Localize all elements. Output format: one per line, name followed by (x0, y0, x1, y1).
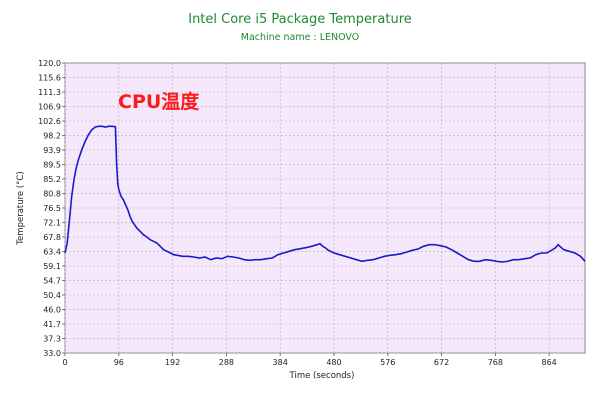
x-axis-label: Time (seconds) (289, 371, 355, 381)
y-tick-label: 33.0 (43, 349, 61, 358)
x-tick-label: 96 (114, 358, 124, 367)
y-tick-label: 106.9 (38, 103, 61, 112)
y-tick-label: 120.0 (38, 59, 61, 68)
y-tick-label: 76.5 (43, 204, 61, 213)
x-tick-label: 864 (541, 358, 556, 367)
y-tick-label: 50.4 (43, 291, 61, 300)
y-tick-label: 63.4 (43, 248, 61, 257)
x-tick-label: 192 (165, 358, 180, 367)
y-tick-label: 46.0 (43, 306, 61, 315)
x-tick-label: 384 (273, 358, 288, 367)
y-tick-label: 54.7 (43, 277, 61, 286)
x-axis-ticks: 0 96 192 288 384 480 576 672 768 864 (62, 353, 557, 367)
x-tick-label: 0 (62, 358, 67, 367)
y-tick-label: 89.5 (43, 161, 61, 170)
cpu-temperature-annotation: CPU温度 (118, 90, 200, 113)
y-tick-label: 115.6 (38, 74, 61, 83)
chart-subtitle: Machine name : LENOVO (241, 32, 360, 43)
grid-lines (64, 62, 585, 354)
chart-title: Intel Core i5 Package Temperature (188, 12, 412, 27)
y-tick-label: 59.1 (43, 262, 61, 271)
y-tick-label: 41.7 (43, 320, 61, 329)
y-axis-label: Temperature (°C) (16, 171, 26, 245)
y-tick-label: 85.2 (43, 175, 61, 184)
y-tick-label: 37.3 (43, 335, 61, 344)
x-tick-label: 672 (434, 358, 449, 367)
x-tick-label: 288 (219, 358, 234, 367)
y-tick-label: 93.9 (43, 146, 61, 155)
x-tick-label: 576 (380, 358, 395, 367)
y-tick-label: 67.8 (43, 233, 61, 242)
y-axis-ticks: 33.0 37.3 41.7 46.0 50.4 54.7 59.1 63.4 67.8 72.1… (38, 59, 65, 358)
y-tick-label: 98.2 (43, 132, 61, 141)
x-tick-label: 768 (488, 358, 503, 367)
x-tick-label: 480 (326, 358, 341, 367)
y-tick-label: 72.1 (43, 219, 61, 228)
temperature-series-line (64, 125, 586, 263)
y-tick-label: 102.6 (38, 117, 61, 126)
y-tick-label: 111.3 (38, 88, 61, 97)
y-tick-label: 80.8 (43, 190, 61, 199)
